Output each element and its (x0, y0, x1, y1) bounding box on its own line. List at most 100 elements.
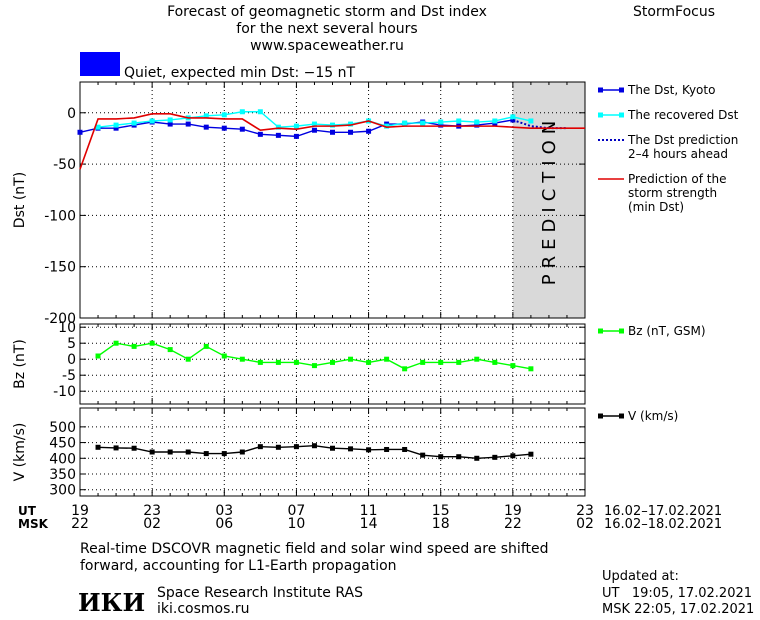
v-data-point (366, 447, 372, 453)
kyoto-data-point (203, 124, 209, 130)
ut-axis-label: UT (18, 504, 37, 518)
recovered-data-point (311, 121, 317, 127)
bz-data-point (474, 356, 480, 362)
bz-data-point (402, 366, 408, 372)
bz-data-point (221, 353, 227, 359)
kyoto-data-point (167, 121, 173, 127)
bz-data-point (528, 366, 534, 372)
time-axis: UT MSK 16.02–17.02.2021 16.02–18.02.2021… (18, 503, 722, 532)
msk-tick-label: 22 (71, 516, 89, 532)
bz-data-point (311, 363, 317, 369)
recovered-data-point (221, 112, 227, 118)
website-link[interactable]: www.spaceweather.ru (250, 38, 404, 54)
v-data-point (257, 444, 263, 450)
institute-name: Space Research Institute RAS (157, 585, 363, 601)
msk-tick-label: 18 (432, 516, 450, 532)
msk-range-text: 16.02–18.02.2021 (604, 517, 722, 532)
v-data-point (510, 453, 516, 459)
legend-marker-bz (598, 328, 603, 334)
y-axis-label: Dst (nT) (12, 172, 28, 228)
msk-axis-label: MSK (18, 517, 49, 531)
bz-data-point (366, 359, 372, 365)
recovered-data-point (438, 119, 444, 125)
msk-tick-label: 22 (504, 516, 522, 532)
ut-tick-label: 15 (432, 503, 450, 519)
prediction-zone-label: PREDICTION (539, 115, 560, 285)
iki-logo: ИКИ (78, 588, 145, 617)
kyoto-data-point (438, 122, 444, 128)
bz-data-point (239, 356, 245, 362)
kyoto-data-point (239, 126, 245, 132)
v-data-point (311, 443, 317, 449)
v-data-point (203, 451, 209, 457)
legend-label-bz: Bz (nT, GSM) (628, 324, 706, 338)
bz-data-point (348, 356, 354, 362)
bz-data-point (330, 359, 335, 365)
bz-data-point (456, 359, 462, 365)
bz-data-point (149, 340, 155, 346)
v-data-point (456, 454, 462, 460)
status-text: Quiet, expected min Dst: −15 nT (124, 65, 356, 81)
recovered-data-point (348, 121, 354, 127)
recovered-data-point (492, 118, 498, 124)
y-tick-label: -200 (44, 311, 76, 327)
kyoto-data-point (221, 125, 227, 131)
bz-data-point (113, 340, 119, 346)
recovered-data-point (257, 109, 263, 115)
y-tick-label: 350 (49, 467, 76, 483)
legend-marker-recovered (598, 112, 603, 118)
legend-label-storm: (min Dst) (628, 200, 684, 214)
v-data-point (492, 454, 498, 460)
bz-data-point (438, 359, 444, 365)
legend-label-kyoto: The Dst, Kyoto (627, 83, 715, 97)
v-data-point (113, 445, 119, 451)
v-data-point (438, 454, 444, 460)
ut-tick-label: 07 (288, 503, 306, 519)
updated-ut: UT 19:05, 17.02.2021 (602, 586, 752, 601)
legend-marker-v (598, 413, 603, 419)
dscovr-note-line2: forward, accounting for L1-Earth propaga… (80, 558, 397, 574)
v-data-point (131, 445, 137, 451)
ut-tick-label: 23 (143, 503, 161, 519)
recovered-data-point (113, 122, 119, 128)
dscovr-note-line1: Real-time DSCOVR magnetic field and sola… (80, 541, 549, 557)
institute-url[interactable]: iki.cosmos.ru (157, 601, 249, 617)
y-axis-label: V (km/s) (12, 423, 28, 482)
v-data-point (185, 449, 191, 455)
kyoto-data-point (366, 128, 372, 134)
y-tick-label: 400 (49, 451, 76, 467)
recovered-data-point (510, 114, 516, 120)
ut-tick-label: 23 (576, 503, 594, 519)
recovered-data-point (330, 122, 335, 128)
panel-frame (79, 81, 586, 319)
v-data-point (239, 449, 245, 455)
y-tick-label: -5 (62, 368, 76, 384)
legend-label-storm: Prediction of the (628, 172, 727, 186)
v-data-point (384, 446, 390, 452)
recovered-data-point (293, 123, 299, 129)
brand-label: StormFocus (633, 4, 715, 20)
legend-marker-bz (619, 328, 624, 334)
msk-tick-label: 02 (143, 516, 161, 532)
kyoto-data-point (185, 121, 191, 127)
v-data-point (348, 446, 354, 452)
ut-range-text: 16.02–17.02.2021 (604, 504, 722, 519)
bz-data-point (510, 363, 516, 369)
chart-title-line2: for the next several hours (236, 21, 417, 37)
prediction-series-line (512, 119, 567, 130)
kyoto-data-point (293, 133, 299, 139)
bz-data-point (420, 359, 426, 365)
recovered-data-point (528, 118, 534, 124)
y-tick-label: 10 (58, 320, 76, 336)
updated-label: Updated at: (602, 569, 679, 584)
y-axis-label: Bz (nT) (12, 339, 28, 389)
y-tick-label: 500 (49, 420, 76, 436)
legend-marker-kyoto (598, 87, 603, 93)
y-tick-label: -100 (44, 208, 76, 224)
msk-tick-label: 10 (288, 516, 306, 532)
v-data-point (474, 455, 480, 461)
bz-data-point (167, 347, 173, 353)
legend-label-prediction: 2–4 hours ahead (628, 147, 728, 161)
